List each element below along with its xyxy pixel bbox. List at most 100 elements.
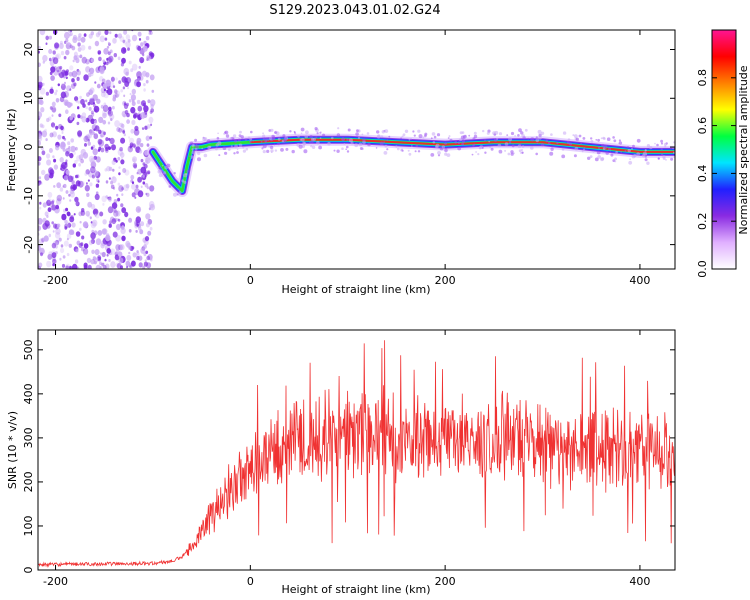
halo-dot (362, 138, 366, 142)
noise-blob (85, 169, 90, 175)
noise-blob (73, 213, 76, 216)
halo-dot (594, 157, 599, 162)
noise-blob (102, 203, 105, 206)
halo-dot (228, 148, 231, 151)
noise-blob (129, 145, 132, 149)
noise-blob (47, 191, 53, 198)
halo-dot (417, 150, 421, 153)
noise-blob (93, 128, 96, 131)
halo-dot (612, 136, 615, 139)
halo-dot (498, 132, 503, 136)
halo-dot (595, 139, 598, 141)
halo-dot (388, 135, 391, 138)
noise-blob (135, 229, 138, 233)
noise-blob (71, 114, 75, 118)
halo-dot (309, 141, 311, 144)
noise-blob (103, 265, 107, 269)
noise-blob (97, 138, 103, 145)
noise-blob (115, 159, 118, 163)
noise-blob (130, 68, 134, 73)
noise-blob (71, 78, 75, 83)
noise-blob (74, 159, 78, 165)
noise-blob (82, 103, 86, 108)
noise-blob (116, 193, 119, 197)
noise-blob (137, 190, 144, 198)
noise-blob (38, 265, 41, 269)
snr-axes: -200 0 200 400 0 100 200 300 400 500 (22, 330, 675, 588)
halo-dot (222, 146, 227, 150)
noise-blob (142, 45, 148, 52)
noise-blob (64, 81, 66, 85)
halo-dot (191, 148, 194, 151)
noise-blob (67, 141, 71, 146)
halo-dot (232, 134, 237, 138)
noise-blob (140, 112, 146, 119)
halo-dot (270, 128, 274, 132)
noise-blob (41, 150, 46, 156)
noise-blob (151, 89, 155, 93)
halo-dot (660, 139, 663, 143)
noise-blob (78, 154, 84, 160)
halo-dot (395, 145, 398, 148)
noise-blob (68, 193, 71, 197)
spec-xtick-label: 200 (435, 274, 456, 287)
colorbar-tick-label: 0.2 (696, 212, 709, 230)
halo-dot (628, 160, 633, 165)
noise-blob (68, 71, 73, 77)
halo-dot (597, 155, 601, 159)
noise-blob (71, 70, 78, 78)
halo-dot (173, 192, 177, 197)
halo-dot (350, 141, 354, 145)
halo-dot (521, 151, 524, 154)
noise-blob (39, 206, 42, 210)
noise-blob (123, 30, 128, 35)
halo-dot (281, 140, 284, 143)
halo-dot (631, 155, 636, 159)
noise-blob (43, 235, 49, 242)
noise-blob (145, 192, 148, 196)
noise-blob (109, 113, 115, 120)
noise-blob (94, 193, 100, 201)
halo-dot (197, 151, 201, 156)
halo-dot (518, 128, 522, 133)
noise-blob (135, 184, 139, 189)
figure-title: S129.2023.043.01.02.G24 (269, 3, 440, 18)
halo-dot (581, 150, 584, 153)
noise-blob (56, 198, 62, 205)
noise-blob (50, 66, 56, 73)
noise-blob (50, 122, 56, 128)
halo-dot (195, 144, 198, 147)
noise-blob (45, 35, 49, 41)
noise-blob (107, 121, 111, 125)
noise-blob (46, 153, 51, 159)
noise-blob (85, 106, 88, 110)
halo-dot (610, 153, 614, 157)
noise-blob (103, 102, 107, 106)
noise-blob (120, 203, 124, 208)
noise-blob (53, 185, 56, 188)
noise-blob (121, 47, 127, 54)
halo-dot (568, 142, 573, 146)
noise-blob (94, 109, 97, 112)
halo-dot (401, 135, 404, 138)
noise-blob (39, 123, 43, 128)
halo-dot (277, 142, 280, 146)
noise-blob (78, 163, 81, 167)
noise-blob (140, 42, 144, 47)
halo-dot (550, 133, 553, 136)
halo-dot (244, 138, 248, 141)
noise-blob (52, 50, 56, 55)
noise-blob (123, 184, 129, 192)
noise-blob (93, 105, 100, 113)
halo-dot (614, 157, 617, 161)
halo-dot (567, 138, 571, 141)
halo-dot (311, 145, 316, 149)
halo-dot (327, 141, 331, 146)
halo-dot (547, 141, 551, 145)
halo-dot (589, 155, 593, 159)
noise-blob (128, 229, 132, 233)
noise-blob (87, 72, 92, 78)
noise-blob (106, 248, 111, 254)
halo-dot (242, 149, 246, 153)
noise-blob (96, 257, 99, 261)
